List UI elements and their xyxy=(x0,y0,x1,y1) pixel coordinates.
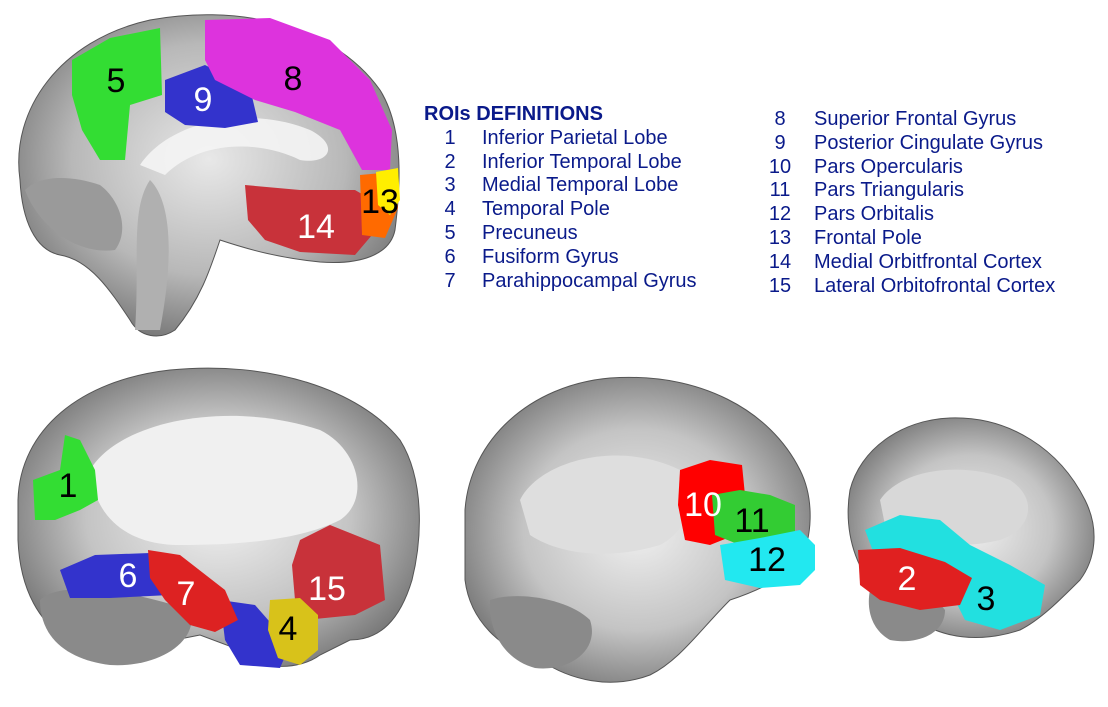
cerebellum xyxy=(25,178,123,251)
roi-region-15 xyxy=(292,525,385,620)
middle-white-matter xyxy=(520,455,691,554)
roi-region-4 xyxy=(268,598,318,665)
roi-region-6 xyxy=(60,553,175,598)
roi-region-2 xyxy=(858,548,972,610)
roi-region-14 xyxy=(245,185,372,255)
roi-region-12 xyxy=(720,530,815,588)
legend-entry: 6 Fusiform Gyrus xyxy=(424,246,697,270)
roi-label-13: 13 xyxy=(361,183,399,221)
legend-num: 8 xyxy=(774,108,786,130)
legend-num: 12 xyxy=(768,203,792,226)
roi-label-10: 10 xyxy=(684,486,722,524)
roi-label-11: 11 xyxy=(734,502,769,540)
legend-name: Pars Opercularis xyxy=(814,155,963,178)
legend-num: 13 xyxy=(768,226,792,249)
roi-label-6: 6 xyxy=(119,557,138,595)
roi-region-11 xyxy=(712,490,795,545)
roi-label-7: 7 xyxy=(177,575,196,613)
legend-name: Posterior Cingulate Gyrus xyxy=(814,131,1043,154)
legend-num: 5 xyxy=(444,221,456,244)
legend-entry: 9 Posterior Cingulate Gyrus xyxy=(760,132,1055,156)
legend-entry: 14 Medial Orbitfrontal Cortex xyxy=(760,251,1055,275)
roi-region-1 xyxy=(33,435,98,520)
legend-entry: 15 Lateral Orbitofrontal Cortex xyxy=(760,275,1055,299)
legend-entry: 13 Frontal Pole xyxy=(760,227,1055,251)
legend-name: Pars Orbitalis xyxy=(814,203,935,226)
roi-label-12: 12 xyxy=(748,541,786,579)
roi-region-6-tail xyxy=(220,600,290,668)
roi-label-8: 8 xyxy=(284,60,303,98)
legend-name: Inferior Parietal Lobe xyxy=(482,126,668,149)
legend-name: Pars Triangularis xyxy=(814,179,965,202)
legend-name: Inferior Temporal Lobe xyxy=(482,150,682,173)
legend-name: Precuneus xyxy=(482,221,578,244)
legend-entry: 7 Parahippocampal Gyrus xyxy=(424,269,697,294)
roi-region-7 xyxy=(148,550,238,632)
legend-entry: 5 Precuneus xyxy=(424,222,697,246)
legend-name: Temporal Pole xyxy=(482,198,610,221)
legend-name: Medial Temporal Lobe xyxy=(482,174,679,197)
roi-region-5 xyxy=(72,28,162,160)
roi-label-14: 14 xyxy=(297,208,335,246)
left-white-matter xyxy=(90,415,358,545)
legend-entry: 2 Inferior Temporal Lobe xyxy=(424,151,697,175)
legend-entry: 3 Medial Temporal Lobe xyxy=(424,174,697,198)
legend-name: Superior Frontal Gyrus xyxy=(814,108,1017,130)
roi-label-15: 15 xyxy=(308,570,346,608)
legend-name: Frontal Pole xyxy=(814,226,922,249)
legend-entry: 11 Pars Triangularis xyxy=(760,179,1055,203)
medial-sagittal-slice: 5 9 8 14 13 xyxy=(18,14,400,337)
legend-right: 8 Superior Frontal Gyrus 9 Posterior Cingu… xyxy=(760,108,1055,298)
legend-title: ROIs DEFINITIONS xyxy=(424,103,603,125)
legend-entry: 4 Temporal Pole xyxy=(424,198,697,222)
legend-num: 1 xyxy=(444,126,456,149)
corpus-callosum xyxy=(140,117,329,175)
legend-name: Medial Orbitfrontal Cortex xyxy=(814,250,1042,273)
legend-entry: 1 Inferior Parietal Lobe xyxy=(424,127,697,151)
roi-label-5: 5 xyxy=(107,62,126,100)
legend-num: 14 xyxy=(768,250,792,273)
legend-num: 7 xyxy=(444,269,456,292)
legend-left: ROIs DEFINITIONS 1 Inferior Parietal Lobe… xyxy=(424,103,697,293)
legend-name: Lateral Orbitofrontal Cortex xyxy=(814,274,1056,297)
roi-region-13-yellow xyxy=(376,168,400,215)
legend-name: Parahippocampal Gyrus xyxy=(482,269,697,292)
sagittal-slice-right: 2 3 xyxy=(847,417,1095,642)
sagittal-slice-middle: 10 11 12 xyxy=(464,376,815,683)
roi-label-3: 3 xyxy=(977,580,996,618)
sagittal-slice-left: 1 6 7 15 4 xyxy=(17,367,420,668)
legend-num: 6 xyxy=(444,245,456,268)
roi-label-9: 9 xyxy=(194,81,213,119)
legend-num: 4 xyxy=(444,198,456,221)
legend-name: Fusiform Gyrus xyxy=(482,245,619,268)
legend-num: 3 xyxy=(444,174,456,197)
brainstem xyxy=(135,180,169,330)
roi-label-2: 2 xyxy=(898,560,917,598)
legend-num: 11 xyxy=(769,179,791,202)
legend-num: 10 xyxy=(768,155,792,178)
roi-label-4: 4 xyxy=(279,610,298,648)
legend-num: 2 xyxy=(444,150,456,173)
roi-label-1: 1 xyxy=(59,467,78,505)
legend-entry: 12 Pars Orbitalis xyxy=(760,203,1055,227)
legend-num: 9 xyxy=(774,131,786,154)
legend-entry: 8 Superior Frontal Gyrus xyxy=(760,108,1055,132)
legend-num: 15 xyxy=(768,274,792,297)
middle-cerebellum xyxy=(489,596,592,669)
roi-region-8 xyxy=(205,18,392,170)
left-cerebellum xyxy=(40,589,192,666)
legend-entry: 10 Pars Opercularis xyxy=(760,156,1055,180)
